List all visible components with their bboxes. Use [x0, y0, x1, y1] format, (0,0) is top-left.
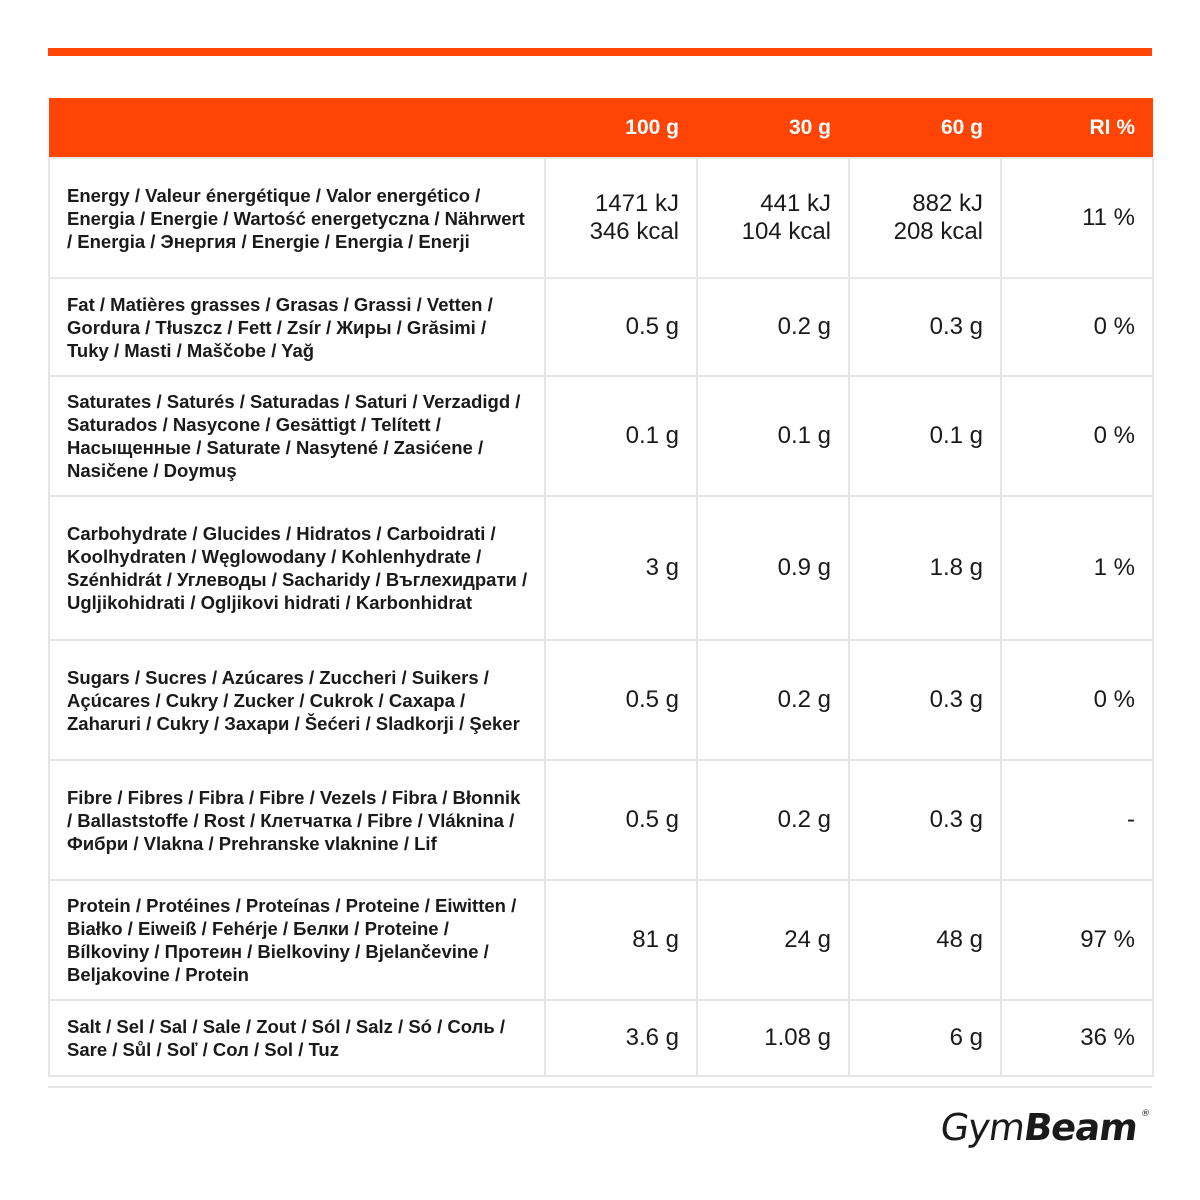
value-text: 0.5 g	[625, 313, 679, 340]
registered-mark: ®	[1139, 1109, 1151, 1119]
table-row: Salt / Sel / Sal / Sale / Zout / Sól / S…	[48, 999, 1154, 1077]
table-row: Fat / Matières grasses / Grasas / Grassi…	[48, 277, 1154, 377]
value-cell-per-30g: 1.08 g	[696, 999, 850, 1077]
value-text: 3.6 g	[625, 1024, 679, 1051]
value-cell-per-30g: 0.9 g	[696, 495, 850, 641]
value-cell-per-60g: 1.8 g	[848, 495, 1002, 641]
value-cell-per-100g: 0.5 g	[544, 639, 698, 761]
value-text: 1471 kJ	[594, 190, 679, 217]
header-row: 100 g 30 g 60 g RI %	[49, 98, 1153, 158]
table-row: Energy / Valeur énergétique / Valor ener…	[48, 157, 1154, 279]
value-text: 441 kJ	[760, 190, 831, 217]
value-cell-per-100g: 3.6 g	[544, 999, 698, 1077]
nutrient-label: Sugars / Sucres / Azúcares / Zuccheri / …	[48, 639, 546, 761]
bottom-divider	[48, 1086, 1152, 1088]
value-text: 0.3 g	[929, 313, 983, 340]
top-accent-bar	[48, 48, 1152, 56]
table-header: 100 g 30 g 60 g RI %	[49, 98, 1153, 158]
value-text: 346 kcal	[589, 218, 679, 245]
value-text: 11 %	[1082, 204, 1135, 231]
value-text: 97 %	[1080, 926, 1135, 953]
value-text: 6 g	[949, 1024, 983, 1051]
header-label-cell	[49, 98, 545, 158]
value-text: 1.08 g	[764, 1024, 831, 1051]
value-text: 0.5 g	[625, 686, 679, 713]
value-text: 24 g	[784, 926, 831, 953]
value-cell-per-60g: 882 kJ 208 kcal	[848, 157, 1002, 279]
table-row: Fibre / Fibres / Fibra / Fibre / Vezels …	[48, 759, 1154, 881]
value-text: 0.1 g	[625, 422, 679, 449]
value-text: 0.5 g	[625, 806, 679, 833]
value-text: 0.3 g	[929, 686, 983, 713]
value-cell-ri-percent: -	[1000, 759, 1154, 881]
value-text: 0.2 g	[777, 806, 831, 833]
value-text: 0 %	[1093, 313, 1135, 340]
value-cell-per-60g: 6 g	[848, 999, 1002, 1077]
table-row: Protein / Protéines / Proteínas / Protei…	[48, 879, 1154, 1001]
value-cell-ri-percent: 11 %	[1000, 157, 1154, 279]
value-text: 81 g	[632, 926, 679, 953]
value-cell-ri-percent: 0 %	[1000, 277, 1154, 377]
logo-text-gym: Gym	[937, 1106, 1027, 1149]
value-text: 0 %	[1093, 422, 1135, 449]
value-text: 0.3 g	[929, 806, 983, 833]
value-cell-ri-percent: 1 %	[1000, 495, 1154, 641]
value-text: 0.2 g	[777, 313, 831, 340]
header-col-100g: 100 g	[625, 115, 679, 139]
value-cell-per-60g: 0.1 g	[848, 375, 1002, 497]
value-cell-per-60g: 0.3 g	[848, 759, 1002, 881]
value-text: 36 %	[1080, 1024, 1135, 1051]
value-text: 1.8 g	[929, 554, 983, 581]
value-cell-per-30g: 0.2 g	[696, 277, 850, 377]
value-cell-per-100g: 3 g	[544, 495, 698, 641]
value-cell-per-60g: 0.3 g	[848, 277, 1002, 377]
value-text: 0 %	[1093, 686, 1135, 713]
value-cell-per-60g: 48 g	[848, 879, 1002, 1001]
value-cell-per-30g: 0.2 g	[696, 759, 850, 881]
nutrition-table: 100 g 30 g 60 g RI % Energy / Valeur éne…	[48, 98, 1154, 1077]
value-cell-per-30g: 441 kJ 104 kcal	[696, 157, 850, 279]
gymbeam-logo: Gym Beam ®	[937, 1103, 1151, 1153]
value-cell-ri-percent: 97 %	[1000, 879, 1154, 1001]
nutrient-label: Fibre / Fibres / Fibra / Fibre / Vezels …	[48, 759, 546, 881]
value-text: 0.2 g	[777, 686, 831, 713]
logo-text-beam: Beam	[1020, 1106, 1140, 1149]
value-text: 1 %	[1093, 554, 1135, 581]
value-cell-per-30g: 0.2 g	[696, 639, 850, 761]
value-text: 3 g	[645, 554, 679, 581]
value-cell-per-30g: 0.1 g	[696, 375, 850, 497]
value-text: 0.9 g	[777, 554, 831, 581]
value-cell-per-100g: 1471 kJ 346 kcal	[544, 157, 698, 279]
value-cell-per-60g: 0.3 g	[848, 639, 1002, 761]
value-text: 48 g	[936, 926, 983, 953]
table-body: Energy / Valeur énergétique / Valor ener…	[48, 157, 1154, 1077]
value-text: 104 kcal	[741, 218, 831, 245]
nutrient-label: Energy / Valeur énergétique / Valor ener…	[48, 157, 546, 279]
nutrient-label: Protein / Protéines / Proteínas / Protei…	[48, 879, 546, 1001]
value-text: 0.1 g	[929, 422, 983, 449]
nutrient-label: Fat / Matières grasses / Grasas / Grassi…	[48, 277, 546, 377]
value-cell-ri-percent: 36 %	[1000, 999, 1154, 1077]
table-row: Saturates / Saturés / Saturadas / Saturi…	[48, 375, 1154, 497]
value-cell-per-100g: 0.5 g	[544, 759, 698, 881]
header-col-60g: 60 g	[940, 115, 983, 139]
nutrient-label: Saturates / Saturés / Saturadas / Saturi…	[48, 375, 546, 497]
value-cell-per-100g: 0.5 g	[544, 277, 698, 377]
value-text: 0.1 g	[777, 422, 831, 449]
value-cell-per-100g: 81 g	[544, 879, 698, 1001]
nutrient-label: Salt / Sel / Sal / Sale / Zout / Sól / S…	[48, 999, 546, 1077]
value-cell-ri-percent: 0 %	[1000, 375, 1154, 497]
value-cell-ri-percent: 0 %	[1000, 639, 1154, 761]
header-col-ri: RI %	[1089, 115, 1135, 139]
value-cell-per-100g: 0.1 g	[544, 375, 698, 497]
value-text: 208 kcal	[893, 218, 983, 245]
table-row: Sugars / Sucres / Azúcares / Zuccheri / …	[48, 639, 1154, 761]
value-cell-per-30g: 24 g	[696, 879, 850, 1001]
value-text: 882 kJ	[912, 190, 983, 217]
value-text: -	[1127, 806, 1135, 833]
header-col-30g: 30 g	[788, 115, 831, 139]
nutrient-label: Carbohydrate / Glucides / Hidratos / Car…	[48, 495, 546, 641]
table-row: Carbohydrate / Glucides / Hidratos / Car…	[48, 495, 1154, 641]
